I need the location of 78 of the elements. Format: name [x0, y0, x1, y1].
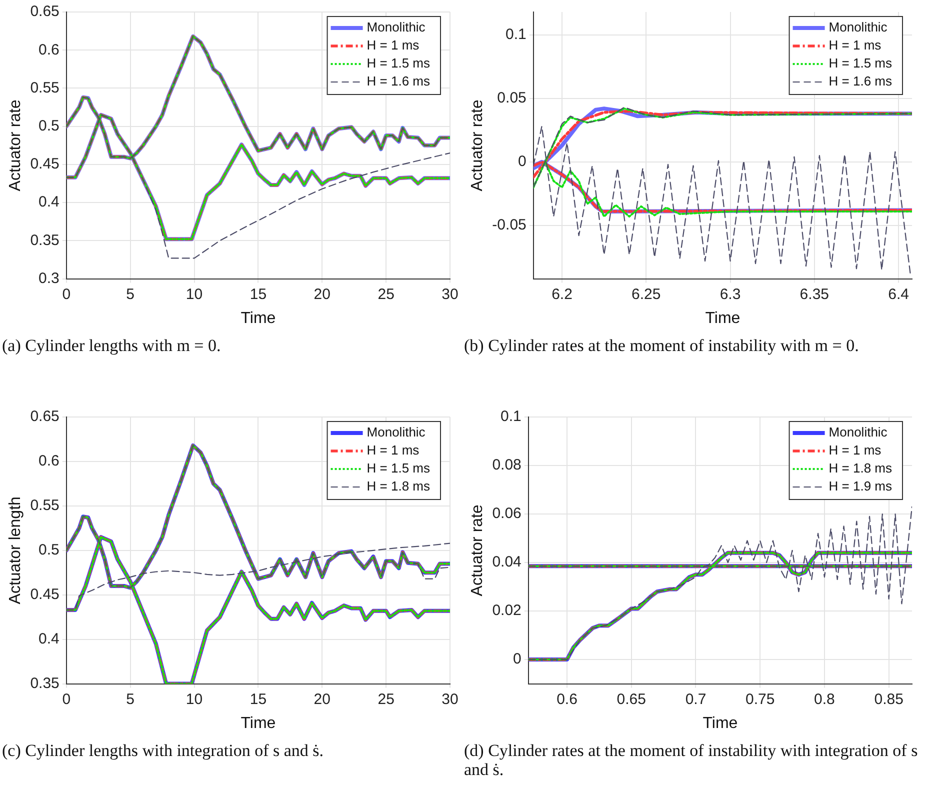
y-tick-label: 0.35	[30, 232, 60, 249]
x-tick-label: 6.35	[800, 286, 830, 303]
x-axis-title: Time	[702, 714, 738, 732]
legend-label: Monolithic	[366, 424, 426, 440]
y-tick-label: -0.05	[492, 216, 526, 234]
y-tick-label: 0	[513, 650, 522, 668]
y-tick-label: 0	[518, 153, 526, 170]
x-tick-label: 6.4	[888, 286, 909, 303]
legend-label: H = 1.5 ms	[366, 56, 430, 71]
y-axis-title: Actuator length	[7, 496, 24, 604]
text: (a) Cylinder lengths with m = 0.	[1, 335, 222, 355]
legend-label: H = 1 ms	[828, 442, 882, 458]
y-tick-label: 0.1	[500, 408, 522, 426]
y-tick-label: 0.6	[38, 452, 60, 470]
y-axis-title: Actuator rate	[7, 100, 24, 192]
y-tick-label: 0.55	[30, 79, 60, 96]
y-tick-label: 0.6	[38, 41, 60, 58]
y-tick-label: 0.3	[38, 270, 60, 287]
x-tick-label: 0.8	[814, 690, 835, 708]
x-tick-label: 25	[378, 690, 394, 708]
x-tick-label: 15	[250, 286, 267, 303]
y-axis-title: Actuator rate	[469, 504, 486, 596]
x-tick-label: 6.3	[720, 286, 741, 303]
y-tick-label: 0.55	[30, 497, 60, 514]
x-tick-label: 6.25	[632, 286, 661, 303]
y-tick-label: 0.45	[30, 156, 60, 173]
x-tick-label: 25	[378, 286, 394, 303]
x-tick-label: 0	[62, 690, 71, 708]
x-axis-title: Time	[240, 310, 276, 327]
x-tick-label: 30	[442, 690, 458, 708]
x-tick-label: 0.7	[685, 690, 706, 708]
x-tick-label: 0.6	[556, 690, 578, 708]
legend-label: H = 1 ms	[366, 442, 420, 458]
legend-label: H = 1.6 ms	[828, 74, 892, 89]
legend-label: H = 1.8 ms	[366, 478, 430, 494]
x-tick-label: 20	[314, 690, 330, 708]
y-tick-label: 0.35	[30, 674, 60, 692]
y-tick-label: 0.1	[506, 26, 526, 44]
x-tick-label: 5	[126, 286, 134, 303]
text: (d) Cylinder rates at the moment of instability with integration of s and ṡ.	[463, 740, 919, 779]
legend-label: Monolithic	[366, 20, 426, 35]
y-tick-label: 0.4	[38, 194, 60, 211]
legend-label: H = 1 ms	[828, 38, 882, 53]
x-tick-label: 6.2	[552, 286, 572, 303]
x-tick-label: 0.85	[874, 690, 904, 708]
y-tick-label: 0.65	[30, 408, 60, 426]
y-tick-label: 0.04	[492, 554, 522, 571]
x-axis-title: Time	[705, 310, 740, 327]
y-tick-label: 0.06	[492, 505, 522, 522]
x-tick-label: 10	[186, 286, 203, 303]
legend-label: H = 1.6 ms	[366, 74, 430, 89]
y-tick-label: 0.5	[38, 542, 60, 559]
legend-label: Monolithic	[828, 20, 888, 35]
y-tick-label: 0.08	[492, 456, 522, 474]
y-tick-label: 0.02	[492, 602, 522, 620]
y-tick-label: 0.05	[497, 90, 526, 107]
y-tick-label: 0.65	[30, 3, 60, 20]
x-tick-label: 0	[62, 286, 71, 303]
x-tick-label: 20	[314, 286, 330, 303]
legend-label: H = 1 ms	[366, 38, 420, 53]
text: (c) Cylinder lengths with integration of s and ṡ.	[1, 740, 325, 760]
x-tick-label: 5	[126, 690, 134, 708]
x-tick-label: 0.75	[746, 690, 775, 708]
y-tick-label: 0.45	[30, 586, 60, 604]
x-tick-label: 10	[186, 690, 203, 708]
legend-label: H = 1.9 ms	[828, 478, 892, 494]
y-tick-label: 0.5	[38, 117, 60, 134]
legend-label: H = 1.5 ms	[828, 56, 892, 71]
legend-label: H = 1.8 ms	[828, 460, 892, 476]
legend-label: H = 1.5 ms	[366, 460, 430, 476]
x-tick-label: 0.65	[616, 690, 646, 708]
y-tick-label: 0.4	[38, 630, 60, 648]
legend-label: Monolithic	[828, 424, 888, 440]
x-axis-title: Time	[240, 714, 276, 732]
x-tick-label: 30	[442, 286, 458, 303]
text: (b) Cylinder rates at the moment of instability with m = 0.	[463, 335, 860, 355]
y-axis-title: Actuator rate	[469, 100, 486, 192]
x-tick-label: 15	[250, 690, 267, 708]
